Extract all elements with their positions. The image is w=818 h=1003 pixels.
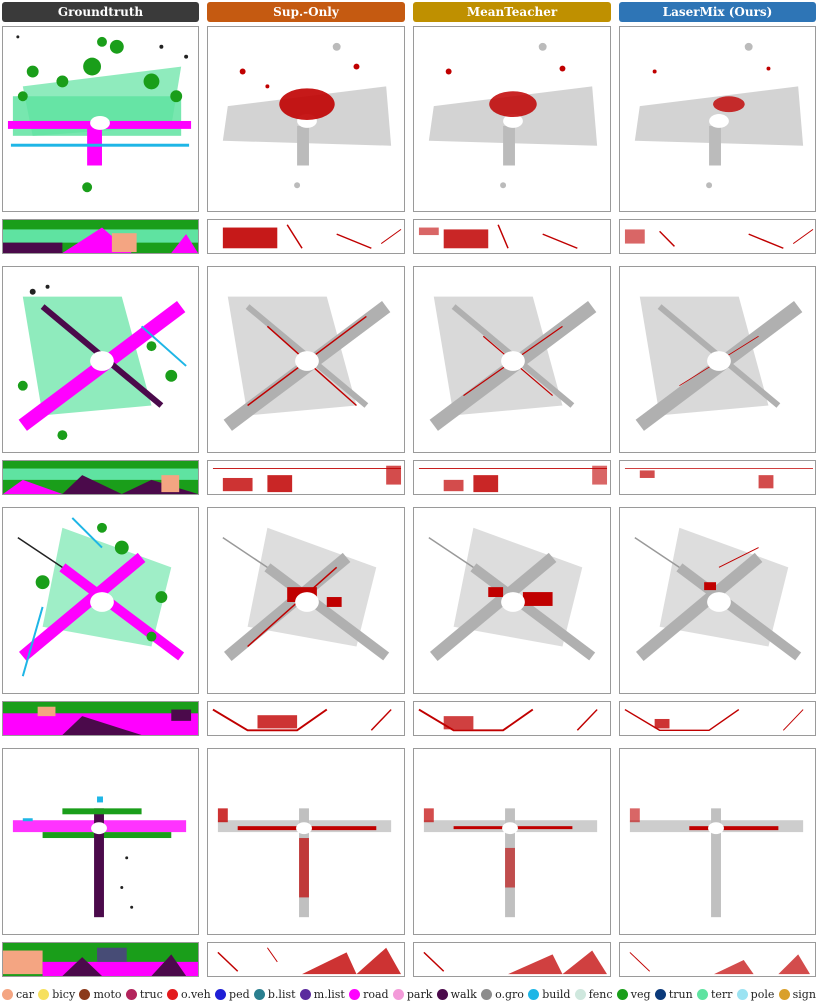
legend-label: build (542, 987, 571, 1001)
legend-item-build: build (528, 988, 570, 1001)
header-lasermix: LaserMix (Ours) (619, 2, 816, 22)
legend-item-truc: truc (125, 987, 163, 1001)
legend-item-trun: trun (654, 987, 693, 1001)
legend-swatch (215, 988, 227, 1000)
legend-item-fenc: fenc (574, 987, 613, 1001)
row4-meanteacher-range (413, 942, 611, 977)
row2-groundtruth-bev (2, 266, 199, 453)
legend-swatch (167, 988, 179, 1000)
legend-item-ped: ped (215, 988, 250, 1001)
row3-meanteacher-bev (413, 507, 611, 694)
row4-sup-only-bev (207, 748, 405, 935)
legend-label: veg (630, 987, 651, 1001)
row3-sup-only-range (207, 701, 405, 736)
legend-item-car: car (2, 988, 34, 1001)
legend-label: road (363, 987, 389, 1001)
legend-swatch (253, 988, 265, 1000)
legend-swatch (125, 988, 137, 1000)
legend-swatch (299, 988, 311, 1000)
legend-item-sign: sign (778, 987, 816, 1001)
row1-meanteacher-bev (413, 26, 611, 212)
row4-lasermix-bev (619, 748, 816, 935)
legend-label: b.list (267, 987, 296, 1001)
legend-label: trun (668, 987, 693, 1001)
legend-item-road: road (349, 987, 389, 1001)
legend-item-o-veh: o.veh (167, 988, 211, 1001)
legend-item-terr: terr (696, 987, 733, 1001)
legend-swatch (481, 988, 493, 1000)
legend-item-b-list: b.list (253, 987, 296, 1001)
legend-label: moto (93, 987, 122, 1001)
row2-lasermix-bev (619, 266, 816, 453)
legend-label: car (16, 987, 34, 1001)
row4-groundtruth-bev (2, 748, 199, 935)
row4-lasermix-range (619, 942, 816, 977)
legend-swatch (392, 988, 404, 1000)
row4-sup-only-range (207, 942, 405, 977)
legend-item-park: park (392, 987, 433, 1001)
legend-swatch (696, 988, 708, 1000)
header-groundtruth: Groundtruth (2, 2, 199, 22)
legend-label: park (406, 987, 433, 1001)
row4-meanteacher-bev (413, 748, 611, 935)
legend-label: truc (139, 987, 163, 1001)
header-sup-only: Sup.-Only (207, 2, 405, 22)
row1-groundtruth-bev (2, 26, 199, 212)
legend-label: walk (450, 987, 477, 1001)
legend-label: ped (229, 987, 250, 1001)
row2-meanteacher-range (413, 460, 611, 495)
row1-sup-only-range (207, 219, 405, 254)
legend-label: terr (710, 987, 733, 1001)
legend-label: bicy (52, 987, 76, 1001)
legend-item-bicy: bicy (38, 988, 75, 1001)
row2-sup-only-bev (207, 266, 405, 453)
legend-label: fenc (588, 987, 613, 1001)
legend-swatch (79, 988, 91, 1000)
legend-swatch (436, 988, 448, 1000)
row3-sup-only-bev (207, 507, 405, 694)
row1-sup-only-bev (207, 26, 405, 212)
legend-swatch (736, 988, 748, 1000)
legend-item-pole: pole (736, 987, 775, 1001)
legend-swatch (778, 988, 790, 1000)
legend-swatch (654, 988, 666, 1000)
legend-swatch (616, 988, 628, 1000)
legend-item-m-list: m.list (299, 987, 345, 1001)
row3-groundtruth-range (2, 701, 199, 736)
row2-meanteacher-bev (413, 266, 611, 453)
row2-sup-only-range (207, 460, 405, 495)
legend-label: sign (792, 987, 816, 1001)
row3-meanteacher-range (413, 701, 611, 736)
legend-item-walk: walk (436, 987, 477, 1001)
legend-label: pole (750, 987, 775, 1001)
legend-swatch (574, 988, 586, 1000)
row3-lasermix-bev (619, 507, 816, 694)
legend-swatch (528, 988, 540, 1000)
row4-groundtruth-range (2, 942, 199, 977)
legend-item-moto: moto (79, 987, 122, 1001)
row3-lasermix-range (619, 701, 816, 736)
legend-label: m.list (313, 987, 345, 1001)
row2-lasermix-range (619, 460, 816, 495)
row1-groundtruth-range (2, 219, 199, 254)
legend-label: o.gro (495, 987, 524, 1001)
legend-item-veg: veg (616, 987, 651, 1001)
row3-groundtruth-bev (2, 507, 199, 694)
legend-swatch (38, 988, 50, 1000)
legend-swatch (2, 988, 13, 1000)
row1-lasermix-range (619, 219, 816, 254)
class-legend: car bicy moto truc o.veh ped b.list m.list road p… (0, 986, 818, 1002)
row1-meanteacher-range (413, 219, 611, 254)
row2-groundtruth-range (2, 460, 199, 495)
legend-label: o.veh (181, 987, 211, 1001)
legend-swatch (349, 988, 361, 1000)
legend-item-o-gro: o.gro (481, 988, 524, 1001)
header-meanteacher: MeanTeacher (413, 2, 611, 22)
row1-lasermix-bev (619, 26, 816, 212)
